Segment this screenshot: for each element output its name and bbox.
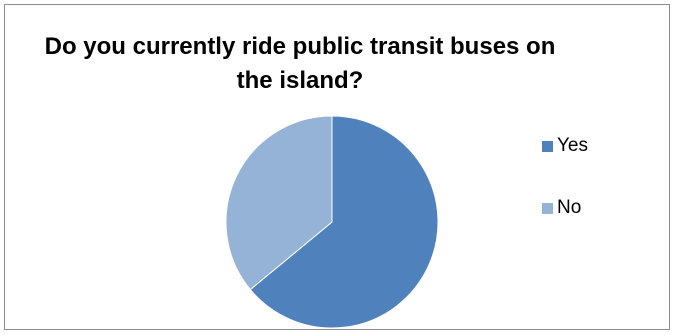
legend-label-yes: Yes (557, 135, 588, 156)
legend-swatch-yes (542, 140, 553, 152)
pie-slice-yes (249, 115, 439, 329)
legend-item-yes: Yes (542, 134, 588, 158)
legend-label-no: No (557, 197, 582, 218)
pie-slice-no (225, 115, 333, 291)
legend-item-no: No (542, 196, 588, 220)
chart-title: Do you currently ride public transit bus… (44, 33, 556, 94)
legend: Yes No (542, 134, 588, 258)
legend-swatch-no (542, 202, 553, 214)
